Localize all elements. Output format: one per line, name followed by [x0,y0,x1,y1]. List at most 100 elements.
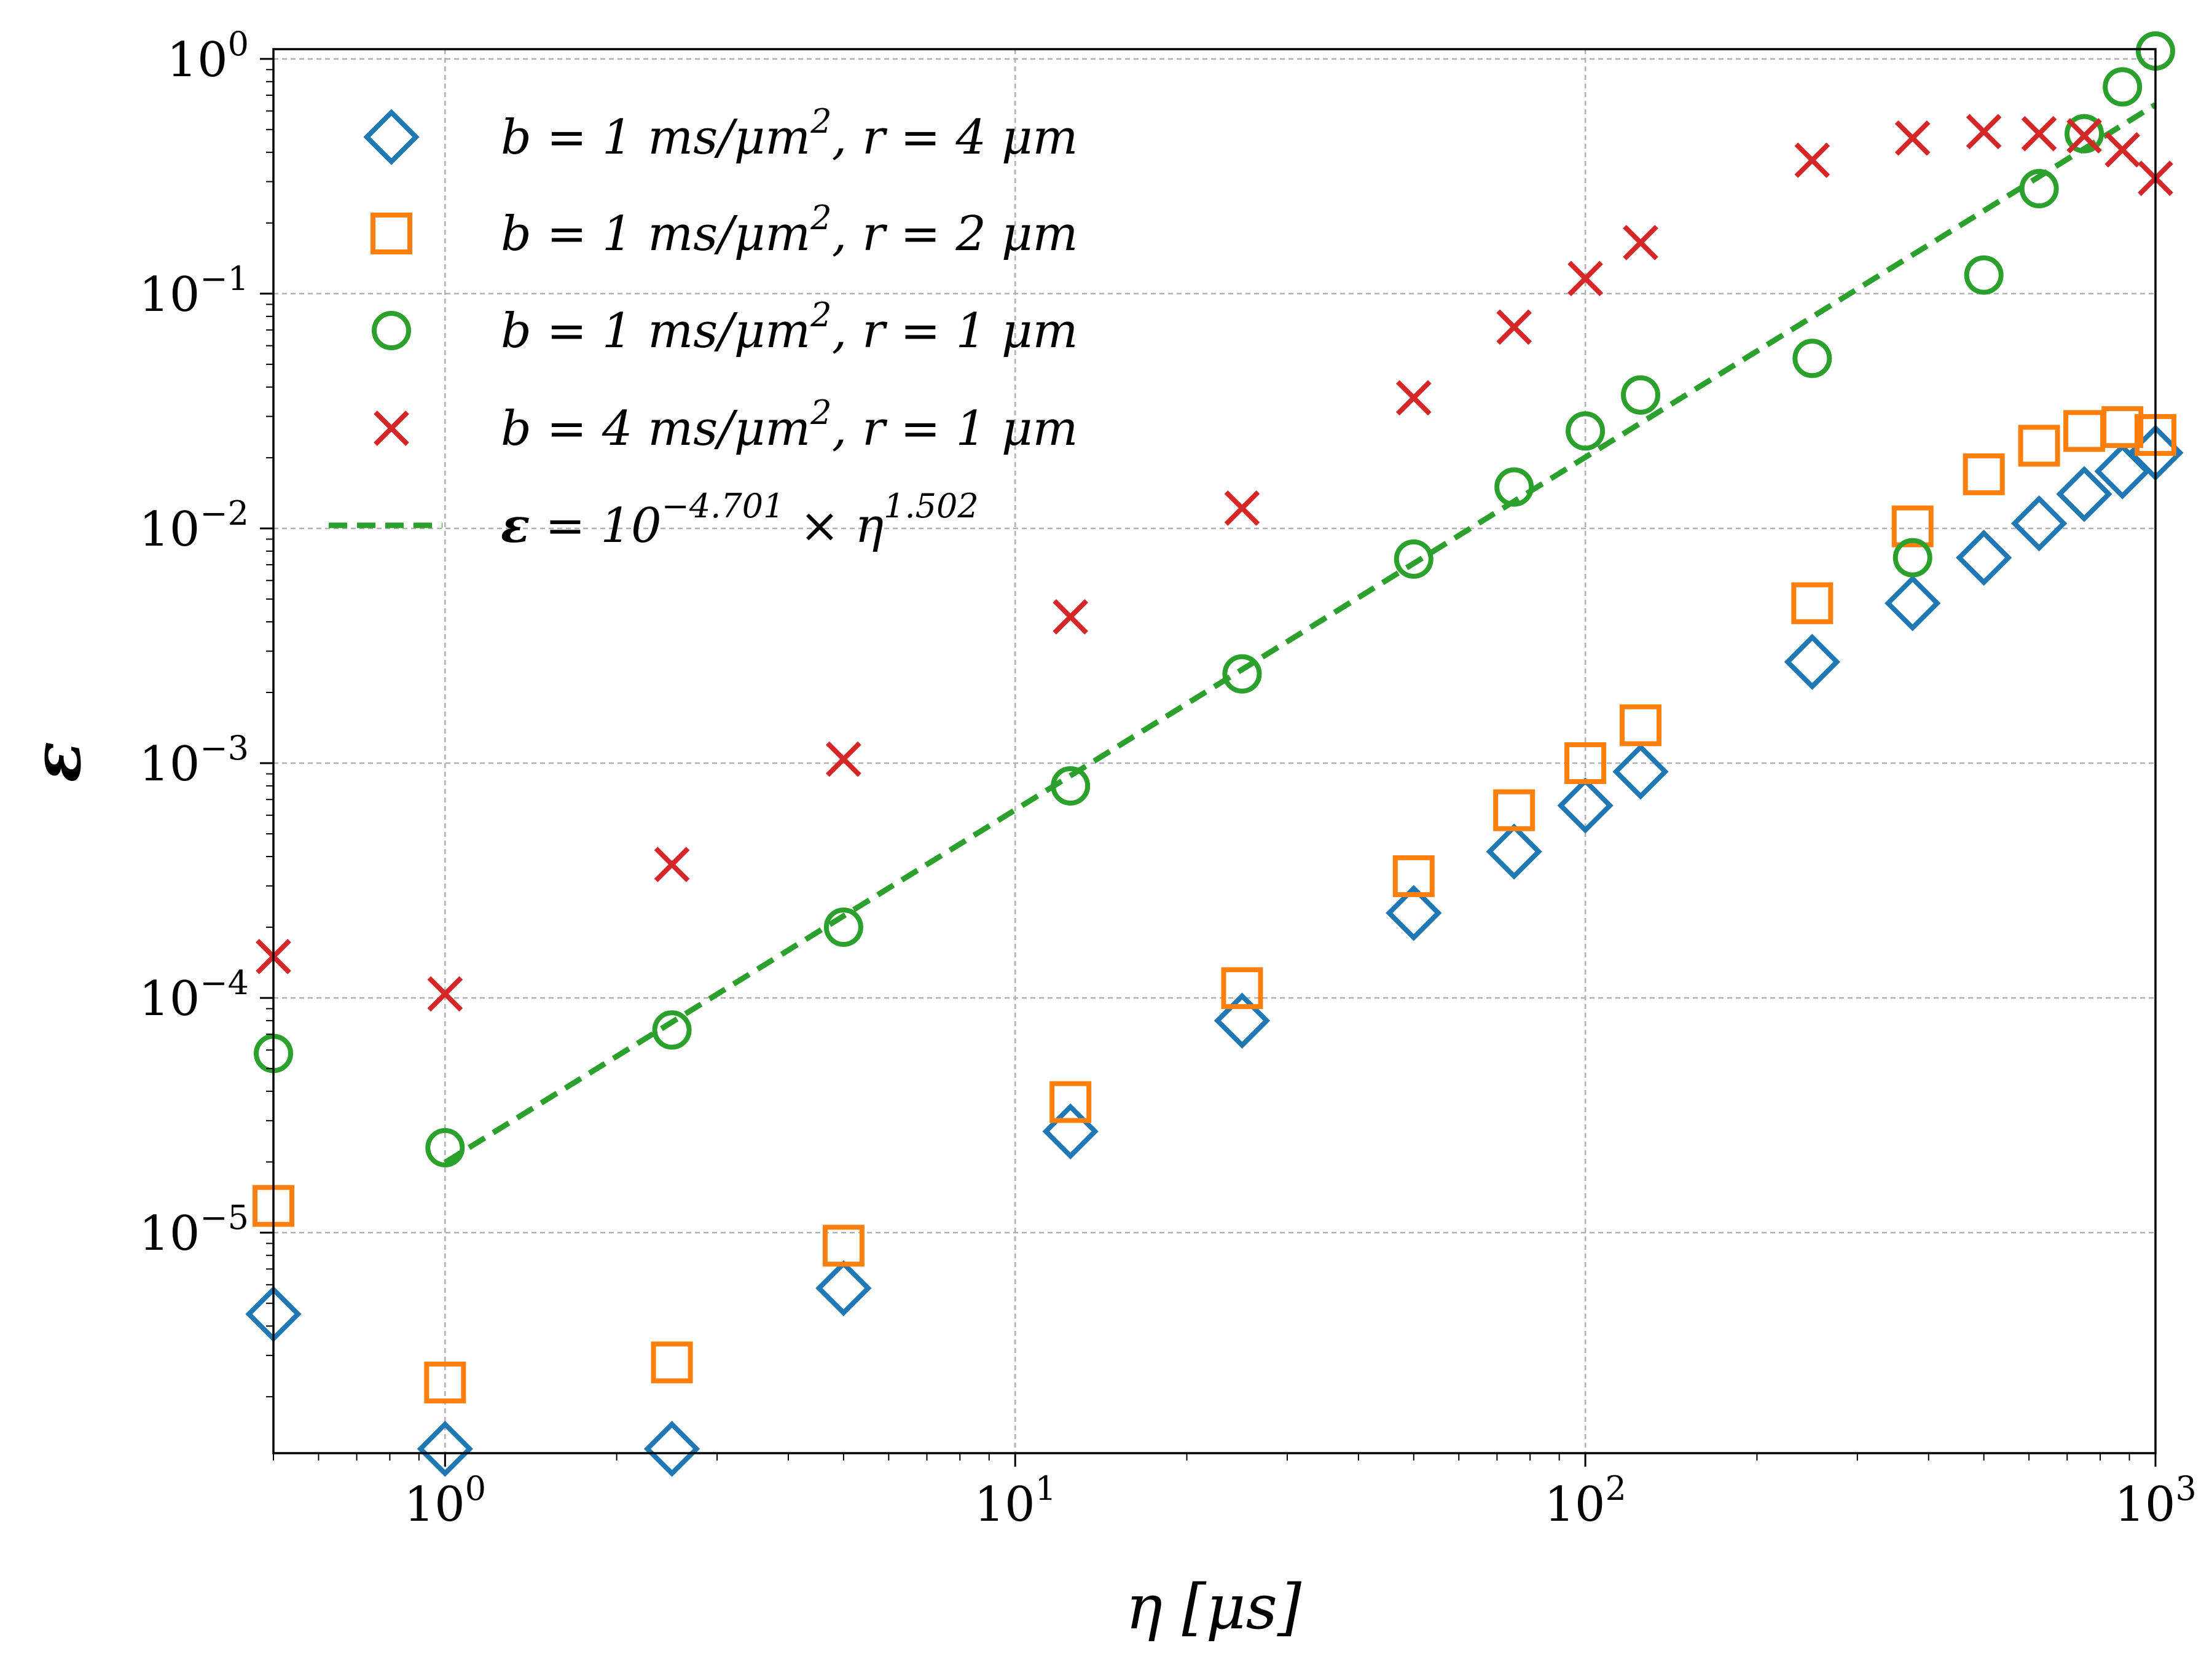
diamond-point [2056,466,2112,522]
x-point [1623,224,1658,261]
x-marker-stroke [1567,261,1603,297]
circle-point [1892,538,1932,578]
x-marker-stroke [374,410,409,446]
y-tick-label: 100 [167,25,249,88]
diamond-point [643,1421,700,1477]
x-tick-label: 101 [974,1469,1056,1532]
y-tick-label: 10−3 [139,729,249,792]
diamond-point [1042,1103,1099,1159]
x-tick-label: 103 [2114,1469,2197,1532]
x-marker-stroke [826,741,861,777]
circle-point [823,908,863,947]
x-marker-stroke [427,976,463,1012]
legend-label: b = 1 ms/μm2, r = 2 μm [501,198,1078,262]
square-point [2101,406,2144,449]
tick-labels: 100 101 102 103 100 10−1 10−2 10−3 10−4 10−5 [139,25,2197,1532]
x-marker-stroke [1496,309,1532,345]
circle-point [1494,467,1534,507]
legend-label: b = 4 ms/μm2, r = 1 μm [501,393,1078,457]
axis-ticks [260,58,2157,1467]
y-tick-label: 10−4 [139,963,249,1027]
x-tick-label: 100 [404,1469,487,1532]
x-marker-stroke [1794,142,1830,178]
diamond-point [1214,992,1271,1049]
x-marker-stroke [1224,490,1260,526]
circle-point [1051,766,1091,806]
y-tick-label: 10−2 [139,494,249,557]
square-point [2018,425,2060,467]
circle-point [1964,255,2004,295]
diamond-point [2010,495,2068,552]
legend: b = 1 ms/μm2, r = 4 μm b = 1 ms/μm2, r = … [329,102,1078,554]
y-tick-label: 10−5 [139,1198,249,1261]
diamond-point [815,1260,872,1317]
x-point [1966,114,2002,150]
square-point [1221,967,1263,1010]
x-point [2066,118,2102,154]
x-point [1794,142,1830,178]
legend-label: b = 1 ms/μm2, r = 4 μm [501,102,1078,165]
series-square [253,406,2176,1403]
circle-point [1792,339,1832,378]
diamond-point [417,1421,473,1477]
diamond-point [1486,823,1542,880]
x-point [1496,309,1532,345]
x-marker-stroke [654,847,690,882]
fit-line-layer [443,102,2157,1165]
x-point [2104,131,2141,168]
series-circle [254,31,2175,1167]
x-marker-stroke [1623,224,1658,261]
x-point [654,847,690,882]
legend-marker-square [371,213,412,254]
x-tick-label: 102 [1544,1469,1626,1532]
circle-point [1566,411,1606,451]
x-point [1567,261,1603,297]
x-marker-stroke [2066,118,2102,154]
square-point [1791,582,1834,624]
square-point [1620,704,1662,747]
legend-label: b = 1 ms/μm2, r = 1 μm [501,296,1078,359]
x-marker-stroke [1966,114,2002,150]
x-marker-stroke [1395,380,1432,416]
square-point [1963,453,2005,495]
circle-point [1222,654,1262,694]
circle-point [652,1010,692,1050]
x-point [427,976,463,1012]
x-marker-stroke [2021,116,2057,152]
circle-point [1621,375,1661,415]
circle-point [2065,114,2104,154]
square-point [1392,855,1435,897]
legend-marker-x [374,410,409,446]
diamond-point [1386,885,1442,941]
square-point [1564,742,1607,785]
fit-line [443,102,2157,1165]
diamond-point [1885,575,1941,632]
legend-fit-label: ε = 10−4.701 × η1.502 [501,487,979,554]
x-marker-stroke [2104,131,2141,168]
series-diamond [245,425,2184,1477]
circle-point [2019,169,2059,209]
y-axis-label-text: ε [17,742,96,783]
x-point [1395,380,1432,416]
square-point [1049,1081,1092,1123]
square-point [1493,789,1535,831]
diamond-point [1612,743,1669,800]
x-point [2021,116,2057,152]
data-points [245,31,2184,1477]
diamond-point [1784,633,1841,690]
square-point [424,1361,466,1403]
square-point [651,1341,693,1384]
diamond-point [1956,530,2012,586]
x-point [826,741,861,777]
x-marker-stroke [1894,120,1931,156]
x-axis-label: η [μs] [1126,1571,1302,1643]
square-point [822,1225,865,1267]
square-point [1891,505,1934,547]
legend-marker-circle [372,311,411,350]
circle-point [2103,67,2143,107]
y-axis-label: ε [17,742,96,783]
x-point [1053,599,1088,635]
circle-point [425,1128,465,1167]
x-point [1224,490,1260,526]
x-point [1894,120,1931,156]
